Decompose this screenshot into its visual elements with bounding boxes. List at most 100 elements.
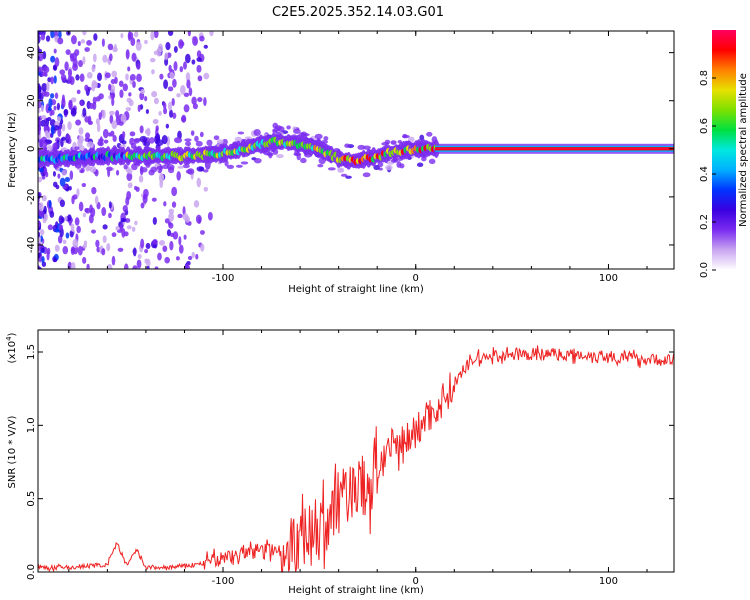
spectrogram-noise-blob (41, 83, 48, 92)
spectrogram-noise-blob (122, 131, 126, 139)
spectrogram-noise-blob (111, 70, 118, 78)
spectrogram-spread-blob (98, 138, 104, 142)
spectrogram-noise-blob (176, 171, 181, 181)
spectrogram-noise-blob (181, 114, 187, 123)
colorbar-gradient (712, 30, 736, 270)
spectrogram-noise-blob (49, 210, 55, 218)
spectrogram-heatmap (38, 31, 674, 269)
spectrogram-spread-blob (337, 167, 343, 173)
snr-ytick-label: 0.0 (26, 564, 37, 580)
spectrogram-noise-blob (40, 33, 46, 41)
spectrogram-ytick-label: 0 (26, 146, 37, 152)
spectrogram-noise-blob (191, 251, 196, 259)
spectrogram-noise-blob (58, 224, 64, 231)
spectrogram-noise-blob (111, 120, 118, 130)
spectrogram-noise-blob (55, 184, 60, 190)
spectrogram-spread-blob (196, 166, 205, 172)
spectrogram-spread-blob (428, 158, 436, 165)
spectrogram-noise-blob (183, 234, 187, 240)
spectrogram-noise-blob (77, 41, 81, 47)
spectrogram-noise-blob (67, 214, 72, 222)
spectrogram-noise-blob (154, 266, 159, 269)
spectrogram-noise-blob (203, 72, 210, 80)
spectrogram-spread-blob (46, 145, 53, 151)
spectrogram-noise-blob (38, 108, 41, 114)
spectrogram-noise-blob (64, 216, 68, 221)
spectrogram-noise-blob (70, 246, 75, 255)
spectrogram-noise-blob (87, 115, 92, 125)
spectrogram-noise-blob (188, 87, 193, 97)
spectrogram-noise-blob (207, 211, 213, 221)
spectrogram-xtick-label: -100 (212, 273, 235, 284)
spectrogram-noise-blob (39, 167, 44, 172)
spectrogram-noise-blob (140, 88, 145, 94)
spectrogram-noise-blob (60, 74, 67, 82)
spectrogram-noise-blob (197, 75, 203, 82)
spectrogram-noise-blob (143, 193, 147, 200)
spectrogram-noise-blob (187, 31, 191, 37)
spectrogram-spread-blob (195, 140, 203, 147)
spectrogram-noise-blob (54, 228, 59, 233)
spectrogram-noise-blob (40, 119, 47, 127)
spectrogram-noise-blob (86, 263, 90, 269)
spectrogram-noise-blob (159, 73, 164, 80)
spectrogram-spread-blob (253, 157, 262, 164)
spectrogram-spread-blob (357, 144, 366, 150)
spectrogram-spread-blob (86, 141, 94, 148)
spectrogram-noise-blob (61, 136, 66, 141)
spectrogram-noise-blob (102, 224, 108, 230)
spectrogram-noise-blob (140, 238, 145, 249)
spectrogram-noise-blob (191, 59, 196, 65)
spectrogram-spread-blob (327, 167, 336, 171)
spectrogram-noise-blob (137, 104, 141, 113)
spectrogram-noise-blob (54, 57, 60, 68)
spectrogram-noise-blob (79, 100, 83, 107)
spectrogram-noise-blob (167, 31, 174, 36)
spectrogram-noise-blob (96, 122, 101, 133)
spectrogram-spread-blob (74, 146, 81, 151)
spectrogram-noise-blob (95, 96, 101, 102)
spectrogram-noise-blob (164, 57, 169, 66)
spectrogram-spread-blob (133, 138, 140, 144)
spectrogram-noise-blob (115, 169, 120, 176)
spectrogram-noise-blob (168, 101, 173, 111)
spectrogram-noise-blob (96, 246, 101, 253)
spectrogram-noise-blob (84, 208, 89, 213)
spectrogram-noise-blob (144, 39, 148, 45)
spectrogram-noise-blob (76, 188, 80, 197)
spectrogram-noise-blob (41, 114, 47, 120)
spectrogram-xtick-label: 0 (413, 273, 419, 284)
spectrogram-noise-blob (51, 109, 55, 116)
spectrogram-noise-blob (173, 45, 178, 53)
spectrogram-noise-blob (64, 61, 69, 72)
spectrogram-noise-blob (130, 37, 136, 47)
snr-ylabel: SNR (10 * V/V) (7, 415, 18, 488)
spectrogram-noise-blob (45, 35, 51, 42)
spectrogram-noise-blob (151, 69, 155, 75)
spectrogram-noise-blob (54, 244, 60, 252)
spectrogram-noise-blob (45, 117, 50, 127)
spectrogram-noise-blob (68, 99, 73, 109)
spectrogram-noise-blob (196, 64, 202, 73)
spectrogram-spread-blob (345, 175, 352, 179)
spectrogram-noise-blob (84, 47, 90, 52)
spectrogram-noise-blob (85, 132, 91, 140)
spectrogram-noise-blob (158, 111, 162, 116)
spectrogram-noise-blob (114, 76, 118, 85)
spectrogram-noise-blob (172, 231, 179, 240)
spectrogram-spread-blob (272, 122, 279, 129)
spectrogram-spread-blob (149, 137, 155, 144)
spectrogram-noise-blob (162, 102, 167, 110)
spectrogram-noise-blob (183, 92, 190, 97)
spectrogram-noise-blob (139, 125, 144, 134)
spectrogram-noise-blob (38, 89, 42, 94)
spectrogram-noise-blob (118, 121, 124, 126)
spectrogram-noise-blob (68, 185, 72, 191)
spectrogram-noise-blob (74, 217, 80, 226)
spectrogram-noise-blob (66, 134, 71, 141)
snr-xtick-label: -100 (212, 576, 235, 587)
spectrogram-noise-blob (69, 170, 74, 180)
spectrogram-noise-blob (103, 139, 109, 144)
snr-xtick-label: 0 (413, 576, 419, 587)
